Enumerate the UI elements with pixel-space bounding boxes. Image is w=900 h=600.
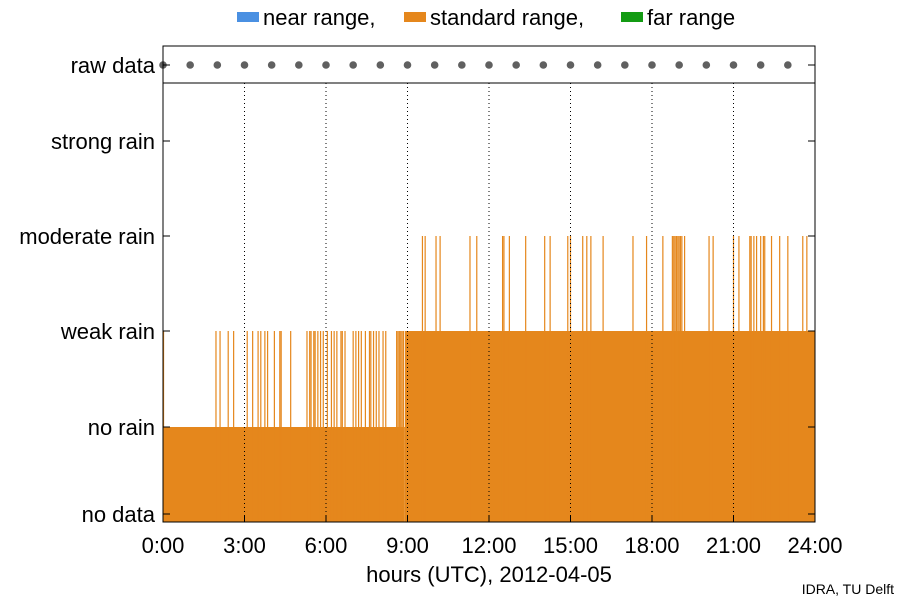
raw-data-marker [593,61,602,69]
raw-data-marker [675,61,683,69]
y-tick-label: weak rain [60,319,155,344]
x-tick-label: 12:00 [461,533,516,558]
x-tick-label: 15:00 [543,533,598,558]
x-tick-label: 6:00 [305,533,348,558]
raw-data-marker [702,61,711,69]
raw-data-marker [648,61,656,69]
raw-data-marker [512,61,520,69]
legend-swatch [404,12,426,22]
x-tick-label: 21:00 [706,533,761,558]
raw-data-marker [621,61,629,69]
data-bar-base [404,331,815,522]
x-axis: 0:00 3:00 6:00 9:00 12:00 15:00 18:00 21:00 24:0… [142,516,843,558]
raw-data-marker [376,61,385,69]
x-tick-label: 18:00 [624,533,679,558]
y-tick-label: raw data [71,53,156,78]
legend: near range, standard range, far range [237,5,735,30]
raw-data-marker [430,61,439,69]
raw-data-marker [240,61,249,69]
x-axis-title: hours (UTC), 2012-04-05 [366,562,612,587]
raw-data-marker [756,61,765,69]
raw-data-marker [267,61,276,69]
raw-data-marker [784,61,792,69]
y-axis: no data no rain weak rain moderate rain stro… [19,53,815,527]
legend-label: near range, [263,5,376,30]
legend-label: far range [647,5,735,30]
x-tick-label: 3:00 [223,533,266,558]
y-tick-label: moderate rain [19,224,155,249]
raw-data-marker [322,61,330,69]
raw-data-marker [539,61,548,69]
y-tick-label: strong rain [51,129,155,154]
raw-data-marker [403,61,412,69]
raw-data-marker [458,61,466,69]
raw-data-marker [485,61,493,69]
raw-data-marker [349,61,357,69]
x-tick-label: 0:00 [142,533,185,558]
plot-area [159,45,816,523]
x-tick-label: 9:00 [386,533,429,558]
x-tick-label: 24:00 [787,533,842,558]
raw-data-marker [186,61,194,69]
legend-swatch [237,12,259,22]
raw-data-marker [566,61,575,69]
y-tick-label: no rain [88,415,155,440]
legend-label: standard range, [430,5,584,30]
credit-label: IDRA, TU Delft [802,581,894,597]
y-tick-label: no data [82,502,156,527]
raw-data-marker [295,61,303,69]
legend-swatch [621,12,643,22]
raw-data-marker [729,61,738,69]
raw-data-marker [213,61,222,69]
data-bar-base [163,427,405,522]
